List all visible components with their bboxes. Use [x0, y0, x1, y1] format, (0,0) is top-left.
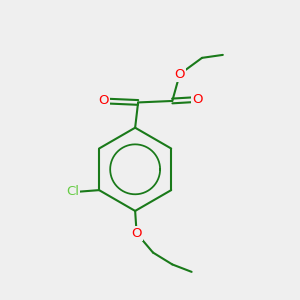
- Text: O: O: [175, 68, 185, 81]
- Text: Cl: Cl: [66, 185, 79, 198]
- Text: O: O: [131, 227, 142, 240]
- Text: O: O: [99, 94, 109, 107]
- Text: O: O: [192, 93, 203, 106]
